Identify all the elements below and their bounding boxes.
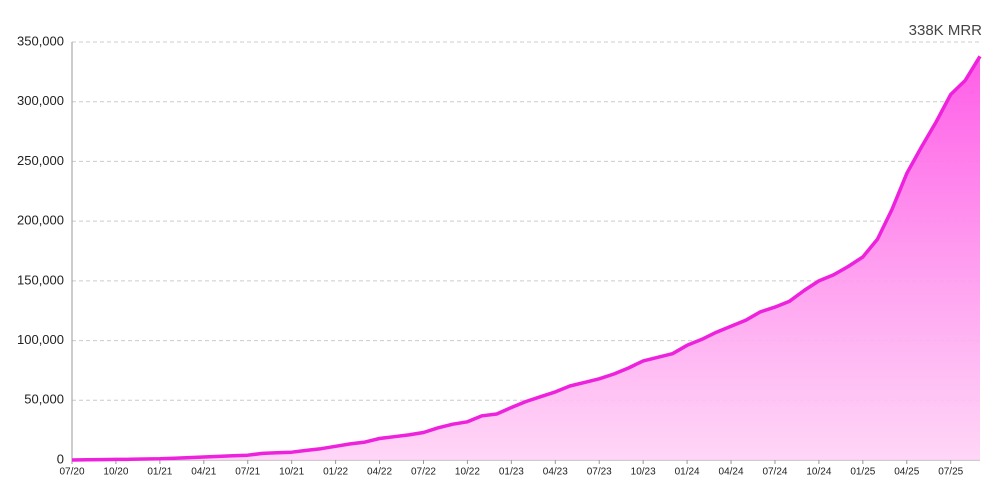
y-tick-label: 300,000 [17,93,64,108]
x-tick-label: 07/20 [59,467,84,478]
x-tick-label: 04/22 [367,467,392,478]
y-tick-label: 50,000 [24,392,64,407]
x-tick-label: 04/25 [894,467,919,478]
y-tick-label: 250,000 [17,153,64,168]
x-tick-label: 01/22 [323,467,348,478]
area [72,56,980,461]
line [71,55,982,462]
x-tick-label: 01/24 [675,467,700,478]
x-tick-label: 04/21 [191,467,216,478]
y-tick-label: 150,000 [17,272,64,287]
x-tick-label: 01/23 [499,467,524,478]
x-tick-label: 04/24 [719,467,744,478]
x-tick-label: 07/25 [938,467,963,478]
annotation: 338K MRR [909,22,983,39]
x-tick-label: 07/23 [587,467,612,478]
y-tick-label: 200,000 [17,213,64,228]
y-tick-label: 100,000 [17,332,64,347]
x-tick-label: 01/25 [850,467,875,478]
x-tick-label: 10/21 [279,467,304,478]
x-tick-label: 10/20 [103,467,128,478]
x-tick-label: 07/24 [762,467,787,478]
x-tick-label: 10/23 [631,467,656,478]
y-tick-label: 350,000 [17,33,64,48]
x-tick-label: 10/24 [806,467,831,478]
x-tick-label: 07/22 [411,467,436,478]
y-tick-label: 0 [57,451,64,466]
x-tick-label: 07/21 [235,467,260,478]
x-tick-label: 04/23 [543,467,568,478]
x-tick-label: 01/21 [147,467,172,478]
x-tick-label: 10/22 [455,467,480,478]
